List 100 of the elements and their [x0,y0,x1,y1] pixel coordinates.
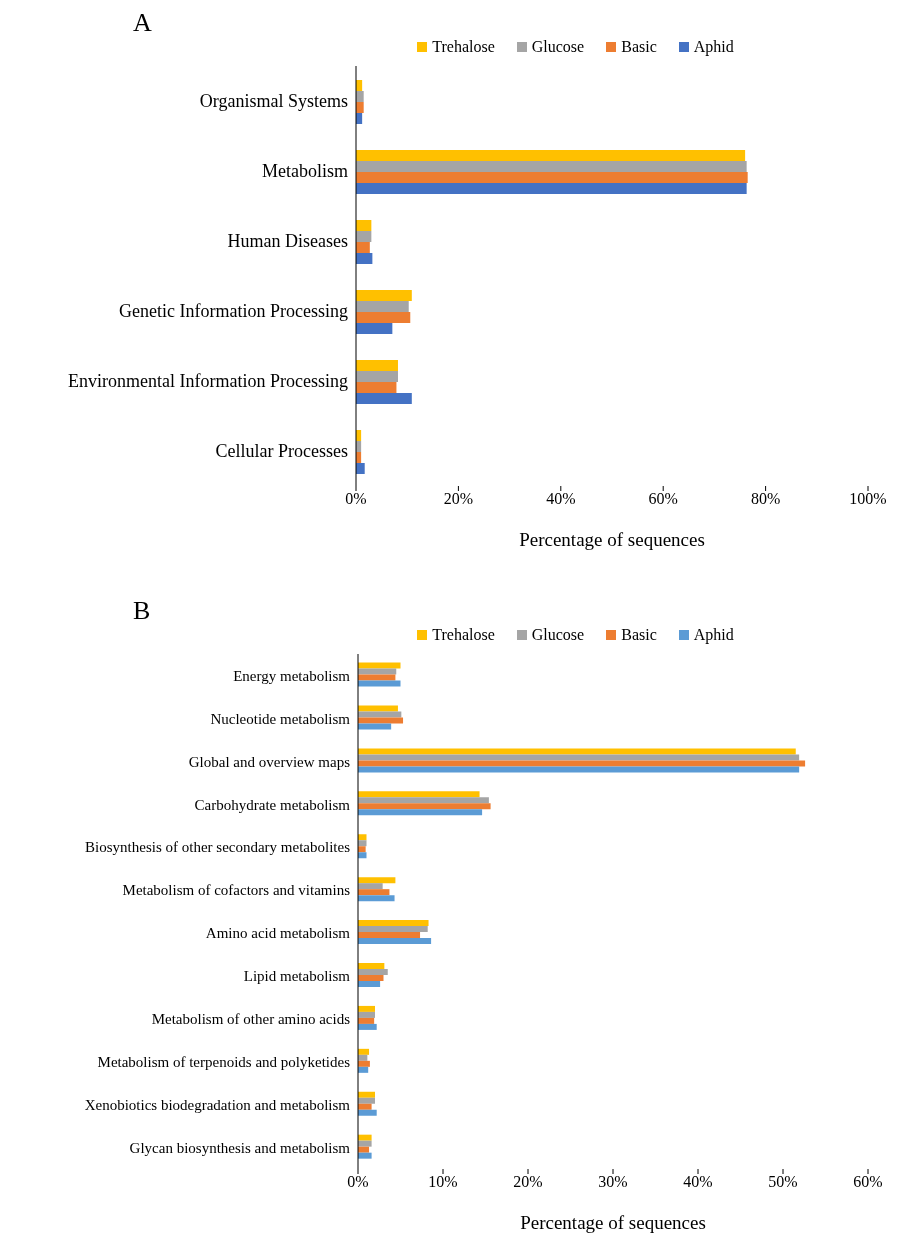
bar [358,791,480,798]
bar [358,674,396,681]
bar [356,393,412,404]
bar [358,717,404,724]
bar [356,360,398,371]
x-tick-label: 40% [683,1173,713,1191]
y-tick-label: Biosynthesis of other secondary metabolites [85,839,351,856]
bar [358,926,428,933]
bar [358,938,432,945]
bar [356,220,372,231]
bar [358,840,367,847]
y-tick-label: Genetic Information Processing [119,301,348,322]
bar [358,1060,370,1067]
bar [356,242,370,253]
legend-label: Trehalose [432,38,495,56]
bar [356,91,364,102]
y-tick-label: Nucleotide metabolism [210,710,351,727]
bar [356,463,365,474]
bar [358,1146,370,1153]
bar [358,883,383,890]
legend-label: Basic [621,626,657,644]
bar [356,161,747,172]
bar [358,975,384,981]
text: B [132,596,152,626]
bar [358,889,390,896]
bar [356,290,412,301]
y-tick-label: Amino acid metabolism [205,925,351,942]
bar [358,668,397,675]
legend-label: Glucose [531,626,585,644]
y-tick-label: Energy metabolism [233,667,351,684]
bar [356,183,747,194]
bar [358,1048,370,1055]
bar [358,766,800,773]
x-axis-title: Percentage of sequences [520,1212,706,1233]
bar [358,705,398,712]
x-tick-label: 40% [546,490,576,508]
bar [358,1091,375,1098]
bar [356,371,398,382]
bar [358,1005,375,1012]
x-tick-label: 20% [443,490,474,508]
legend-label: Basic [621,38,657,56]
bar [358,969,388,975]
x-tick-label: 20% [513,1173,543,1191]
x-tick-label: 60% [853,1173,883,1191]
bar [356,382,397,393]
bar [358,797,489,804]
bar [358,662,401,669]
bar [358,1023,377,1030]
x-tick-label: 60% [648,490,678,508]
bar [358,723,392,730]
bar [358,846,366,853]
x-tick-label: 100% [849,490,887,508]
bar [356,323,393,334]
bar [358,963,385,969]
bar [356,102,364,113]
y-tick-label: Metabolism of cofactors and vitamins [122,882,351,899]
bar [358,1011,375,1018]
x-tick-label: 50% [768,1173,798,1191]
y-tick-label: Xenobiotics biodegradation and metabolism [84,1096,351,1113]
bar [358,1152,372,1159]
bar [358,932,421,939]
bar [358,711,402,718]
legend-label: Aphid [693,38,734,56]
x-tick-label: 0% [345,490,367,508]
bar [358,803,491,810]
bar [358,1103,372,1110]
y-tick-label: Lipid metabolism [243,968,351,985]
y-tick-label: Cellular Processes [215,441,348,462]
bar [358,1109,377,1116]
y-tick-label: Organismal Systems [199,91,348,112]
legend-label: Glucose [531,38,585,56]
bar [358,754,800,761]
y-tick-label: Glycan biosynthesis and metabolism [129,1139,351,1156]
bar [358,748,796,755]
bar [356,150,746,161]
bar [358,1097,375,1104]
bar [358,760,806,767]
bar [358,1134,372,1141]
bar [356,301,409,312]
legend-label: Trehalose [432,626,495,644]
y-tick-label: Global and overview maps [188,753,351,770]
y-tick-label: Metabolism of other amino acids [151,1011,351,1028]
y-tick-label: Metabolism [262,161,348,182]
bar [358,1017,375,1024]
x-axis-title: Percentage of sequences [519,529,705,550]
bar [358,834,367,841]
bar [358,809,483,816]
bar [358,852,367,859]
bar [356,312,411,323]
bar [358,1140,372,1147]
text: A [132,8,153,38]
y-tick-label: Environmental Information Processing [68,371,348,392]
bar [358,920,429,927]
x-tick-label: 0% [347,1173,369,1191]
bar [358,877,396,884]
bar [356,253,373,264]
y-tick-label: Metabolism of terpenoids and polyketides [97,1054,351,1071]
y-tick-label: Human Diseases [227,231,348,252]
bar [356,231,372,242]
bar [356,172,748,183]
